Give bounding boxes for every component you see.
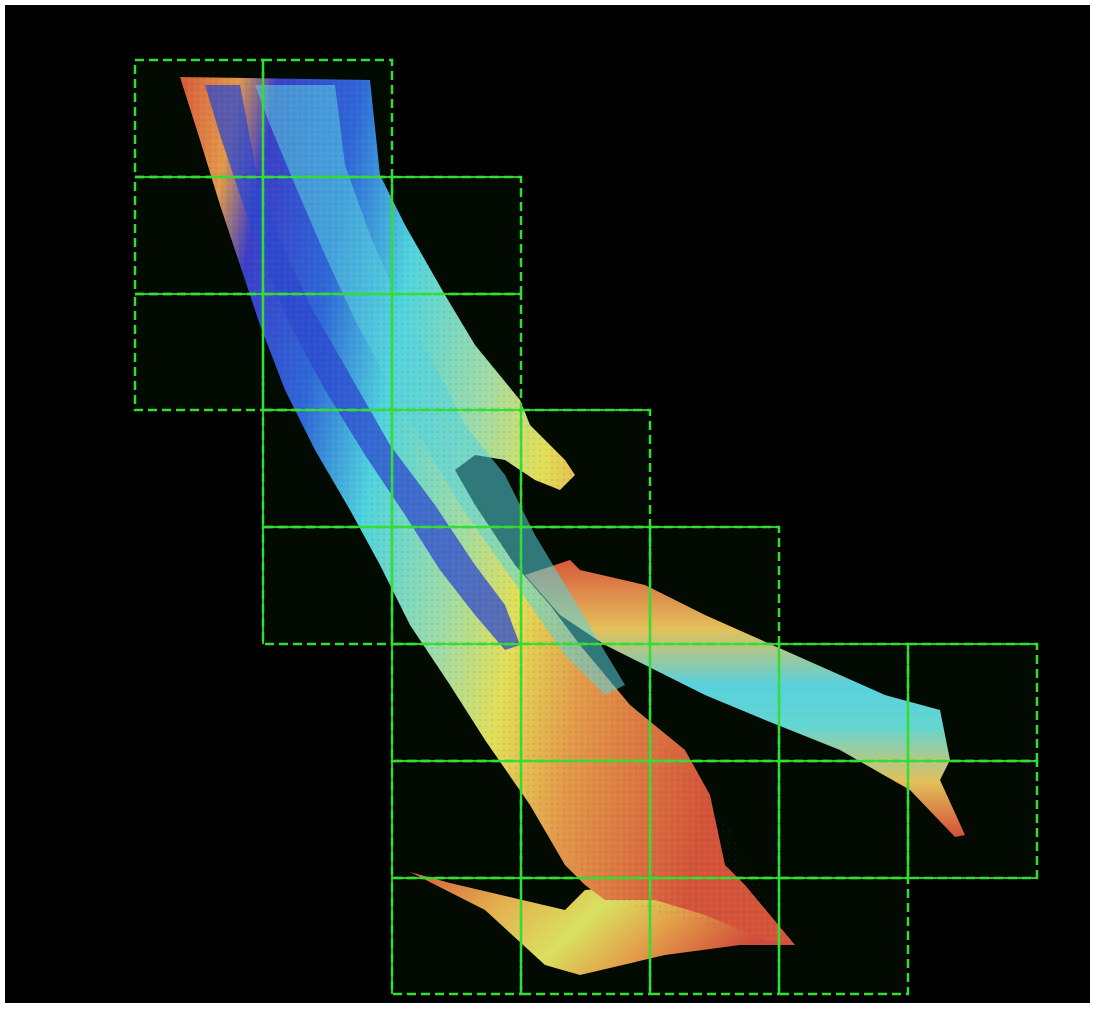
tile-fill [392, 761, 521, 878]
map-viewport[interactable] [5, 5, 1090, 1003]
tile-fill [135, 294, 263, 410]
tile-fill [779, 761, 908, 878]
swath-east-branch [525, 560, 965, 837]
tile-grid [133, 58, 1039, 996]
tile-fill [779, 878, 908, 994]
bathymetry-map[interactable] [5, 5, 1090, 1003]
swath-lower-fan [410, 872, 795, 975]
